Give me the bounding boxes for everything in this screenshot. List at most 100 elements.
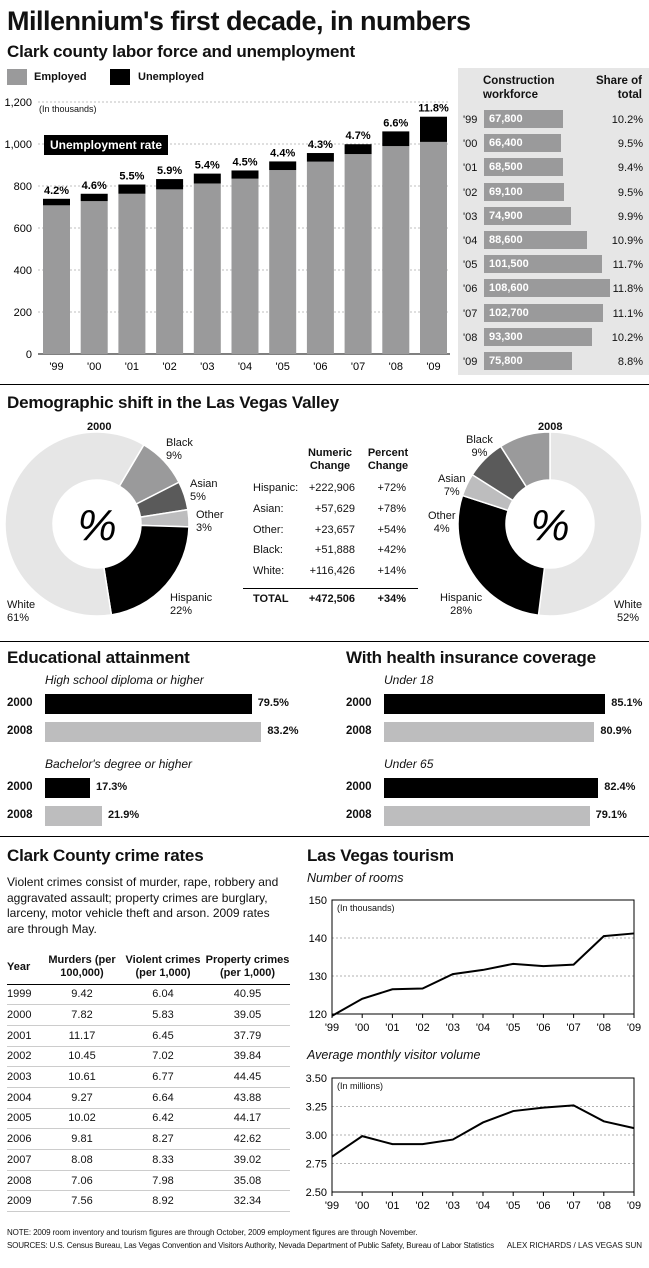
- rooms-chart: 150 140 130 120'99 '00 '01 '02 '03 '04 '05 '06 '07 '…: [309, 895, 642, 1034]
- construction-share: 10.2%: [611, 114, 643, 126]
- bar-value-label: 17.3%: [95, 781, 128, 793]
- x-tick-label: '08: [597, 1200, 611, 1212]
- demo-title: Demographic shift in the Las Vegas Valle…: [7, 393, 339, 412]
- health-title: With health insurance coverage: [346, 648, 596, 667]
- construction-row: '05 101,500 11.7%: [458, 255, 649, 277]
- legend-unemployed-swatch: [110, 69, 130, 85]
- demo-group: TOTAL: [253, 593, 289, 605]
- y-tick-label: 150: [309, 895, 327, 907]
- crime-murders: 9.81: [71, 1133, 93, 1146]
- rate-label: 4.3%: [308, 139, 333, 151]
- rate-label: 6.6%: [383, 117, 408, 129]
- pie-2000: [4, 431, 190, 617]
- divider: [0, 836, 649, 837]
- crime-property: 32.34: [233, 1195, 262, 1208]
- edu-ba-label: Bachelor's degree or higher: [45, 757, 193, 771]
- bar-value-label: 85.1%: [611, 697, 643, 709]
- construction-year: '07: [463, 307, 478, 320]
- demo-group: Hispanic:: [253, 482, 299, 494]
- x-tick-label: '04: [476, 1200, 490, 1212]
- x-tick-label: '06: [313, 361, 327, 373]
- y-tick-label: 120: [309, 1009, 327, 1021]
- y-tick-label: 140: [309, 933, 327, 945]
- x-tick-label: '03: [446, 1200, 460, 1212]
- construction-share: 11.8%: [612, 283, 643, 296]
- construction-share: 11.1%: [612, 307, 643, 320]
- demo-col-numeric: Numeric Change: [307, 447, 353, 472]
- bar-year-label: 2000: [7, 697, 33, 709]
- pie-2000-percent-symbol: %: [77, 501, 116, 550]
- construction-share: 9.4%: [617, 162, 643, 175]
- x-tick-label: '08: [389, 361, 403, 373]
- y-tick-label: 1,000: [4, 139, 32, 151]
- pie-slice-value: 52%: [617, 612, 640, 624]
- crime-violent: 5.83: [152, 1009, 174, 1022]
- construction-header: Construction workforce: [483, 75, 555, 101]
- crime-row: 2000 7.82 5.83 39.05: [7, 1005, 290, 1026]
- footer-sources: SOURCES: U.S. Census Bureau, Las Vegas C…: [7, 1241, 494, 1250]
- crime-murders: 7.06: [71, 1174, 93, 1187]
- rate-label: 4.6%: [82, 180, 107, 192]
- crime-year: 2001: [7, 1029, 32, 1042]
- labor-title: Clark county labor force and unemploymen…: [7, 42, 355, 61]
- bar-year-label: 2008: [7, 725, 33, 737]
- crime-violent: 8.92: [152, 1195, 174, 1208]
- crime-row: 2006 9.81 8.27 42.62: [7, 1129, 290, 1150]
- construction-year: '04: [463, 235, 478, 247]
- construction-row: '00 66,400 9.5%: [458, 134, 649, 156]
- pie-slice-value: 9%: [471, 447, 488, 459]
- bar-unemployed: [118, 184, 146, 194]
- x-tick-label: '06: [536, 1200, 550, 1212]
- pie-2000-label-asian: Asian 5%: [190, 478, 218, 504]
- unemployment-rate-label: Unemployment rate: [44, 135, 169, 155]
- construction-share: 9.5%: [617, 186, 643, 199]
- bar-employed: [193, 183, 221, 354]
- crime-violent: 6.45: [152, 1029, 174, 1042]
- edu-hs-label: High school diploma or higher: [45, 673, 204, 687]
- bar-unemployed: [193, 173, 221, 184]
- x-tick-label: '04: [476, 1022, 490, 1034]
- bar-unemployed: [231, 170, 259, 179]
- x-tick-label: '04: [238, 361, 252, 373]
- construction-value: 93,300: [489, 330, 523, 343]
- construction-value: 66,400: [489, 137, 523, 150]
- demo-percent: +54%: [377, 523, 406, 536]
- pie-slice-value: 3%: [196, 522, 212, 534]
- crime-violent: 8.27: [152, 1133, 174, 1146]
- pie-2000-label-hispanic: Hispanic 22%: [170, 592, 212, 618]
- x-tick-label: '05: [506, 1022, 520, 1034]
- x-tick-label: '03: [200, 361, 214, 373]
- bar-value-label: 79.1%: [595, 809, 627, 821]
- construction-bar: 69,100: [484, 182, 565, 201]
- bar-value-label: 21.9%: [107, 809, 140, 821]
- construction-value: 102,700: [489, 306, 529, 319]
- crime-property: 39.02: [233, 1153, 262, 1166]
- crime-row: 2004 9.27 6.64 43.88: [7, 1087, 290, 1109]
- demo-percent: +14%: [377, 565, 406, 578]
- pie-slice-name: Hispanic: [170, 592, 213, 604]
- crime-row: 2001 11.17 6.45 37.79: [7, 1025, 290, 1047]
- pie-slice-name: Asian: [438, 473, 466, 485]
- construction-year: '02: [463, 186, 478, 199]
- y-tick-label: 600: [14, 223, 32, 235]
- y-tick-label: 200: [14, 307, 32, 319]
- crime-row: 2009 7.56 8.92 32.34: [7, 1191, 290, 1212]
- education-title: Educational attainment: [7, 648, 190, 667]
- visitors-chart: 3.50 3.25 3.00 2.75 2.50'99 '00 '01 '02 '03 '04 '0…: [306, 1073, 642, 1212]
- legend-unemployed-label: Unemployed: [138, 71, 205, 83]
- rate-label: 4.7%: [346, 130, 371, 142]
- pie-slice-white: [4, 431, 145, 617]
- bar-employed: [382, 146, 410, 354]
- x-tick-label: '01: [125, 361, 139, 373]
- pie-2000-label-black: Black 9%: [166, 437, 193, 463]
- bar-unemployed: [43, 198, 70, 206]
- pie-2000-label-other: Other 3%: [196, 509, 224, 535]
- x-tick-label: '06: [536, 1022, 550, 1034]
- crime-murders: 7.82: [71, 1009, 93, 1022]
- x-tick-label: '07: [566, 1022, 580, 1034]
- pie-slice-name: Black: [166, 437, 193, 449]
- bar-value-label: 80.9%: [600, 725, 632, 737]
- crime-table-body: 1999 9.42 6.04 40.95 2000 7.82 5.83 39.05 2001 11…: [7, 984, 290, 1212]
- rate-label: 5.4%: [195, 160, 220, 172]
- construction-row: '02 69,100 9.5%: [458, 182, 649, 205]
